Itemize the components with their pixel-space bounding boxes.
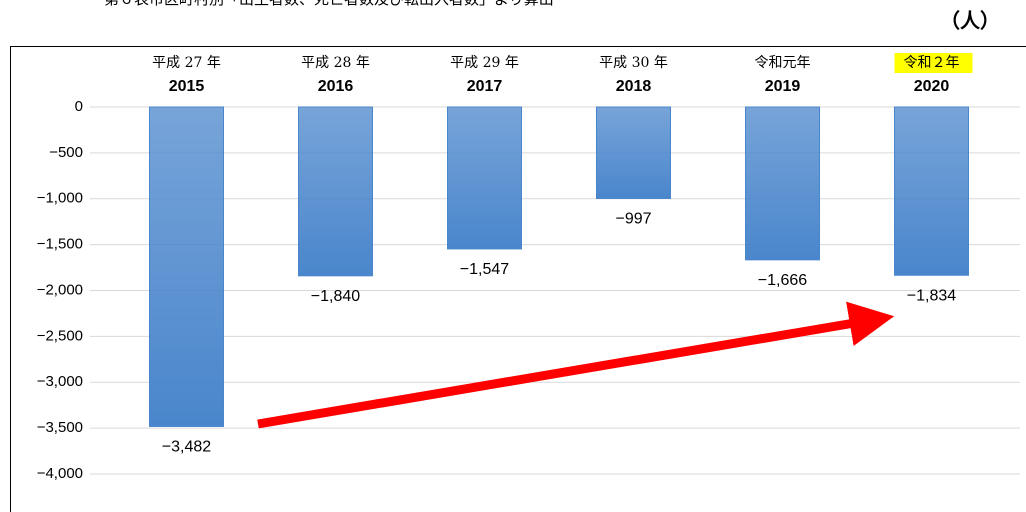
era-label: 平成 28 年 bbox=[301, 55, 370, 71]
bar bbox=[596, 106, 671, 199]
x-tick-label: 2020 bbox=[914, 78, 950, 95]
bar bbox=[298, 106, 373, 277]
y-tick-label: −500 bbox=[49, 144, 83, 161]
value-label: −1,840 bbox=[311, 288, 360, 305]
bar bbox=[894, 106, 969, 276]
y-tick-label: −3,500 bbox=[37, 419, 83, 436]
era-label: 平成 29 年 bbox=[450, 55, 519, 71]
x-tick-label: 2017 bbox=[467, 78, 503, 95]
value-label: −1,834 bbox=[907, 287, 956, 304]
value-label: −997 bbox=[615, 211, 651, 228]
unit-label: （人） bbox=[940, 9, 1000, 33]
x-tick-label: 2018 bbox=[616, 78, 652, 95]
value-label: −3,482 bbox=[162, 439, 211, 456]
bar bbox=[447, 106, 522, 250]
source-note: 第６表市区町村別「出生者数、死亡者数及び転出入者数」より算出 bbox=[104, 0, 554, 8]
x-tick-label: 2016 bbox=[318, 78, 354, 95]
era-label: 平成 27 年 bbox=[152, 55, 221, 71]
trend-arrow bbox=[257, 301, 895, 429]
y-tick-label: −1,500 bbox=[37, 236, 83, 253]
era-label: 平成 30 年 bbox=[599, 55, 668, 71]
x-tick-label: 2015 bbox=[169, 78, 205, 95]
era-label: 令和元年 bbox=[755, 55, 811, 71]
bar bbox=[149, 106, 224, 427]
value-label: −1,547 bbox=[460, 261, 509, 278]
era-label: 令和２年 bbox=[904, 55, 960, 71]
y-tick-label: −2,500 bbox=[37, 327, 83, 344]
value-label: −1,666 bbox=[758, 272, 807, 289]
y-tick-label: −2,000 bbox=[37, 281, 83, 298]
y-tick-label: −1,000 bbox=[37, 190, 83, 207]
y-tick-label: −3,000 bbox=[37, 373, 83, 390]
x-tick-label: 2019 bbox=[765, 78, 801, 95]
y-tick-label: −4,000 bbox=[37, 465, 83, 482]
highlight bbox=[894, 53, 973, 73]
y-tick-label: 0 bbox=[75, 98, 83, 115]
chart-frame bbox=[10, 46, 1026, 512]
bar bbox=[745, 106, 820, 261]
